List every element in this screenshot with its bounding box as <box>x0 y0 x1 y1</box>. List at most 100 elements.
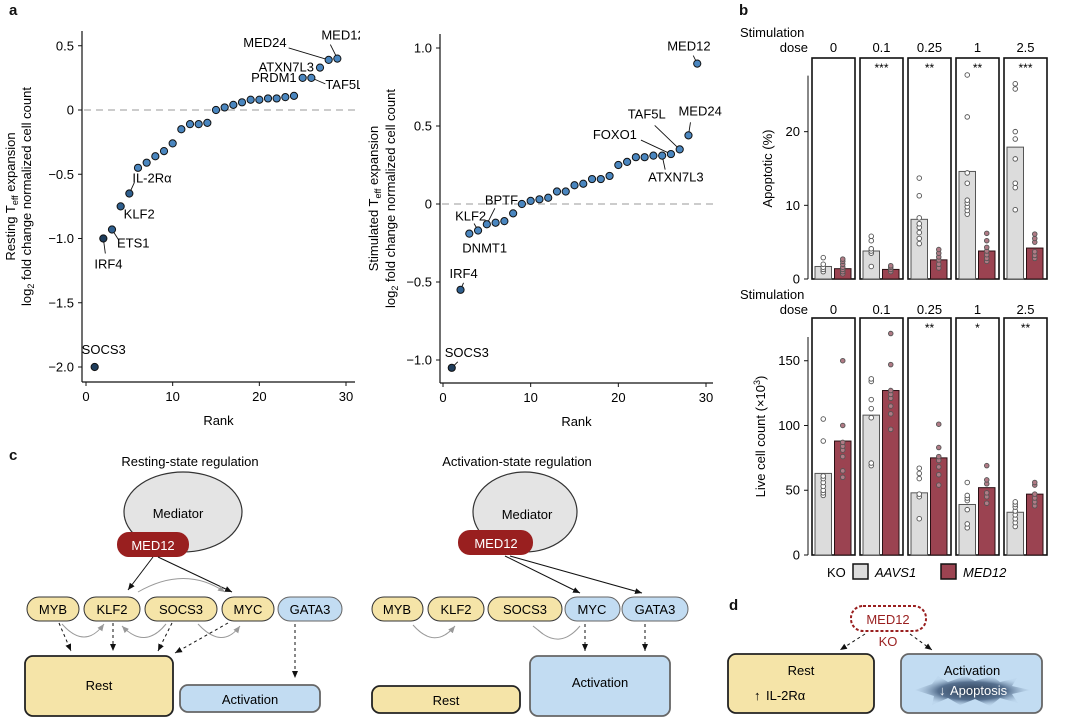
data-point <box>605 171 614 181</box>
data-point <box>168 139 177 148</box>
replicate-point <box>964 114 970 120</box>
data-point <box>229 100 238 109</box>
facet-dose-label: 0 <box>830 302 837 317</box>
x-tick-label: 30 <box>699 390 713 405</box>
replicate-point <box>916 193 922 199</box>
replicate-point <box>916 215 922 221</box>
bar-aavs1 <box>862 414 880 556</box>
label-leader-line <box>640 139 672 155</box>
replicate-point <box>1012 81 1019 87</box>
data-point <box>151 152 160 161</box>
replicate-point <box>839 453 846 460</box>
legend-swatch-med12 <box>940 563 957 580</box>
replicate-point <box>868 233 874 240</box>
replicate-point <box>1012 180 1019 186</box>
x-tick-label: 30 <box>339 389 353 404</box>
replicate-point <box>1012 128 1019 135</box>
y-tick-label: −1.5 <box>48 295 74 310</box>
data-point <box>693 59 702 68</box>
data-point <box>255 95 264 104</box>
replicate-point <box>820 261 826 268</box>
y-tick-label: −1.0 <box>406 353 432 368</box>
significance-stars: ** <box>925 321 935 335</box>
y-tick-label: 0 <box>425 197 432 212</box>
gene-label-med24: MED24 <box>678 103 721 118</box>
replicate-point <box>964 170 970 176</box>
med12-ko-node <box>850 605 927 632</box>
replicate-point <box>839 422 846 429</box>
data-point <box>561 187 570 196</box>
replicate-point <box>916 240 922 247</box>
data-point <box>473 226 483 235</box>
replicate-point <box>916 475 922 482</box>
data-point <box>614 160 623 170</box>
data-point <box>465 229 474 238</box>
y-axis-title-line2: log2 fold change normalized cell count <box>383 89 400 308</box>
replicate-point <box>887 411 894 417</box>
y-tick-label: 0.5 <box>414 119 432 134</box>
significance-stars: *** <box>874 61 888 75</box>
data-point <box>220 103 229 112</box>
gene-label-bptf: BPTF <box>485 192 518 207</box>
replicate-point <box>1032 491 1038 497</box>
data-point <box>675 145 684 154</box>
data-point <box>246 95 255 104</box>
rest-outcome-box <box>727 653 875 714</box>
data-point <box>544 193 553 202</box>
label-leader-line <box>654 125 681 150</box>
x-axis-title: Rank <box>203 413 234 428</box>
replicate-point <box>820 416 826 422</box>
factor-myb: MYB <box>39 602 67 617</box>
replicate-point <box>868 376 874 382</box>
data-point <box>631 153 640 162</box>
data-point <box>482 220 491 229</box>
il2ra-effect-label: IL-2Rα <box>766 688 806 703</box>
replicate-point <box>935 464 942 470</box>
med12-ko-summary-diagram: MED12 KO Rest ↑ IL-2Rα Activation ↓ Apop… <box>727 605 1043 714</box>
replicate-point <box>820 254 826 261</box>
y-tick-label: 0 <box>67 103 74 118</box>
data-point <box>517 199 526 209</box>
facet-dose-label: 0.1 <box>872 40 890 55</box>
replicate-point <box>916 220 922 227</box>
y-tick-label: 150 <box>778 353 800 368</box>
gene-label-dnmt1: DNMT1 <box>462 241 507 256</box>
panel-letter-c: c <box>9 447 18 464</box>
replicate-point <box>935 453 942 460</box>
activation-state-box <box>529 655 671 717</box>
facet-title-line2: dose <box>780 40 808 55</box>
factor-gata3: GATA3 <box>290 602 331 617</box>
replicate-point <box>868 263 874 270</box>
replicate-point <box>983 462 990 469</box>
facet-dose-label: 0.25 <box>917 40 942 55</box>
stimulated-rank-plot: 1.0 0.5 0 −0.5 −1.0 0 10 20 30 Rank Stimulated Tef… <box>366 34 722 429</box>
data-point <box>315 63 325 72</box>
apoptosis-burst-icon <box>915 676 1030 706</box>
factor-myb: MYB <box>383 602 411 617</box>
y-tick-label: 10 <box>786 198 800 213</box>
replicate-point <box>839 439 846 446</box>
replicate-point <box>1032 248 1038 255</box>
gene-label-atxn7l3: ATXN7L3 <box>648 170 703 185</box>
data-point <box>211 105 221 115</box>
facet-dose-label: 2.5 <box>1016 40 1034 55</box>
data-point <box>116 202 125 211</box>
data-point <box>333 54 342 63</box>
significance-stars: *** <box>1018 61 1032 75</box>
data-point <box>133 163 143 172</box>
label-leader-line <box>288 47 329 61</box>
replicate-point <box>887 361 894 368</box>
legend-ko-label: KO <box>827 565 846 580</box>
data-point <box>535 195 544 204</box>
x-tick-label: 20 <box>252 389 266 404</box>
replicate-point <box>1012 136 1019 142</box>
activation-diagram-title: Activation-state regulation <box>442 454 592 469</box>
facet-title-line1: Stimulation <box>740 25 804 40</box>
replicate-point <box>964 492 970 499</box>
y-tick-label: −2.0 <box>48 360 74 375</box>
factor-socs3: SOCS3 <box>159 602 203 617</box>
replicate-point <box>839 474 846 481</box>
replicate-point <box>868 460 874 466</box>
gene-label-socs3: SOCS3 <box>445 345 489 360</box>
gene-label-irf4: IRF4 <box>94 257 122 272</box>
